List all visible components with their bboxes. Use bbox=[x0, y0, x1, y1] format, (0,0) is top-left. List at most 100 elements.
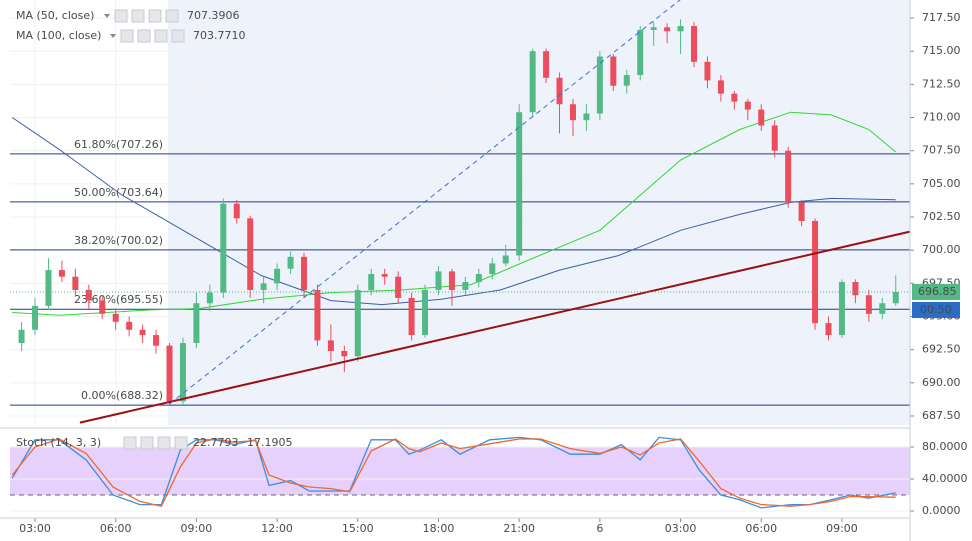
y-tick-label: 0.0000 bbox=[922, 504, 961, 517]
legend-icon[interactable] bbox=[174, 436, 188, 450]
candle-body bbox=[354, 289, 361, 357]
candle-body bbox=[206, 292, 213, 304]
legend-icon[interactable] bbox=[140, 436, 154, 450]
trendline bbox=[169, 0, 681, 405]
candle-body bbox=[664, 27, 671, 32]
x-tick-label: 09:00 bbox=[181, 522, 213, 535]
candle-body bbox=[314, 289, 321, 341]
candle-body bbox=[650, 27, 657, 30]
candle-body bbox=[502, 255, 509, 264]
legend-value: 703.7710 bbox=[193, 29, 246, 42]
candle-body bbox=[677, 25, 684, 32]
candle-body bbox=[704, 61, 711, 81]
candle-body bbox=[112, 313, 119, 322]
drawing-area-shade bbox=[168, 0, 910, 425]
x-tick-label: 09:00 bbox=[826, 522, 858, 535]
x-tick-label: 15:00 bbox=[342, 522, 374, 535]
legend-icon[interactable] bbox=[131, 9, 145, 23]
candle-body bbox=[771, 125, 778, 151]
candle-body bbox=[300, 256, 307, 290]
fib-label: 38.20%(700.02) bbox=[74, 234, 163, 247]
candle-body bbox=[220, 203, 227, 293]
candle-body bbox=[18, 329, 25, 344]
candle-body bbox=[489, 263, 496, 275]
legend-icon[interactable] bbox=[137, 29, 151, 43]
candle-body bbox=[691, 25, 698, 62]
candle-body bbox=[529, 51, 536, 113]
y-tick-label: 705.00 bbox=[922, 177, 961, 190]
candle-body bbox=[637, 29, 644, 76]
legend-value: 17.1905 bbox=[247, 436, 293, 449]
y-tick-label: 692.50 bbox=[922, 343, 961, 356]
candle-body bbox=[448, 271, 455, 290]
candle-body bbox=[475, 274, 482, 283]
legend-caret bbox=[104, 14, 110, 18]
candle-body bbox=[623, 75, 630, 86]
legend-icon[interactable] bbox=[165, 9, 179, 23]
candle-body bbox=[368, 274, 375, 290]
candle-body bbox=[516, 112, 523, 256]
stoch-line bbox=[11, 436, 896, 509]
x-tick-label: 03:00 bbox=[19, 522, 51, 535]
legend-name: MA (50, close) bbox=[16, 9, 94, 22]
legend-icon[interactable] bbox=[120, 29, 134, 43]
candle-body bbox=[892, 291, 899, 304]
y-tick-label: 712.50 bbox=[922, 77, 961, 90]
legend-icon[interactable] bbox=[157, 436, 171, 450]
candle-body bbox=[569, 104, 576, 121]
trendline bbox=[79, 230, 911, 424]
legend-icon[interactable] bbox=[148, 9, 162, 23]
last-price-label: 696.85 bbox=[918, 285, 957, 298]
candle-body bbox=[85, 289, 92, 301]
x-tick-label: 18:00 bbox=[423, 522, 455, 535]
legend-icon[interactable] bbox=[123, 436, 137, 450]
last-price-box bbox=[912, 283, 960, 300]
y-tick-label: 715.00 bbox=[922, 44, 961, 57]
candle-body bbox=[744, 101, 751, 110]
candle-body bbox=[583, 113, 590, 121]
candle-body bbox=[798, 202, 805, 221]
y-tick-label: 40.0000 bbox=[922, 472, 968, 485]
legend-value: 22.7793 bbox=[193, 436, 239, 449]
x-tick-label: 06:00 bbox=[100, 522, 132, 535]
fib-label: 61.80%(707.26) bbox=[74, 138, 163, 151]
candle-body bbox=[32, 305, 39, 330]
candle-body bbox=[717, 80, 724, 94]
candle-body bbox=[462, 282, 469, 290]
candle-body bbox=[731, 93, 738, 102]
stoch-panel: 80.0000 40.0000 0.0000 03:00 06:00 09:00 12:00… bbox=[10, 436, 968, 535]
candle-body bbox=[126, 321, 133, 330]
candle-body bbox=[166, 345, 173, 402]
legend: MA (50, close) 707.3906 MA (100, close) 703… bbox=[16, 9, 293, 450]
legend-icon[interactable] bbox=[171, 29, 185, 43]
candle-body bbox=[422, 289, 429, 336]
candle-body bbox=[543, 51, 550, 78]
candle-body bbox=[435, 271, 442, 290]
candle-body bbox=[341, 350, 348, 357]
candle-body bbox=[610, 56, 617, 86]
candle-body bbox=[596, 56, 603, 114]
candle-body bbox=[193, 303, 200, 344]
legend-icon[interactable] bbox=[114, 9, 128, 23]
indicator-title: Stoch (14, 3, 3) bbox=[16, 436, 101, 449]
price-panel: 717.50 715.00 712.50 710.00 707.50 705.00 702.… bbox=[10, 0, 961, 425]
moving-average bbox=[12, 111, 897, 316]
candle-body bbox=[99, 300, 106, 314]
candle-body bbox=[758, 109, 765, 126]
candle-body bbox=[556, 77, 563, 105]
candle-body bbox=[72, 276, 79, 290]
y-tick-label: 80.0000 bbox=[922, 440, 968, 453]
y-tick-label: 687.50 bbox=[922, 409, 961, 422]
y-tick-label: 717.50 bbox=[922, 11, 961, 24]
candle-body bbox=[879, 303, 886, 314]
legend-caret bbox=[110, 34, 116, 38]
x-tick-label: 06:00 bbox=[745, 522, 777, 535]
candle-body bbox=[153, 335, 160, 346]
candle-body bbox=[865, 295, 872, 314]
y-tick-label: 700.00 bbox=[922, 243, 961, 256]
candle-body bbox=[825, 323, 832, 336]
countdown-box bbox=[912, 301, 960, 318]
candle-body bbox=[247, 218, 254, 290]
legend-icon[interactable] bbox=[154, 29, 168, 43]
